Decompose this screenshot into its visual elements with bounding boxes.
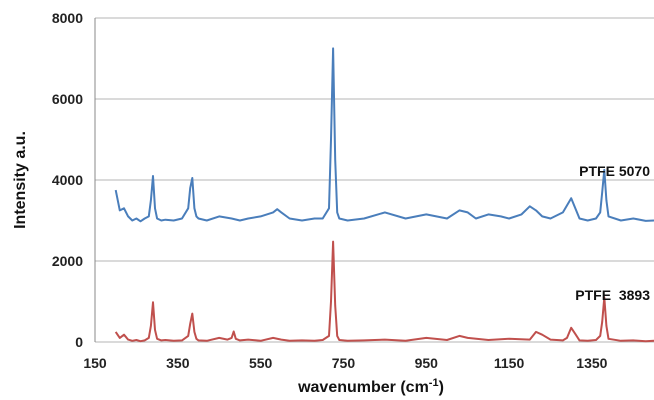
x-tick-label: 1150 — [494, 355, 525, 371]
y-tick-label: 8000 — [52, 10, 83, 26]
gridlines — [95, 17, 654, 343]
series-label-0: PTFE 5070 — [579, 163, 650, 179]
y-tick-label: 2000 — [52, 253, 83, 269]
y-tick-labels: 0 2000 4000 6000 8000 — [52, 10, 83, 350]
series-label-1: PTFE 3893 — [575, 287, 650, 303]
x-tick-label: 950 — [415, 355, 439, 371]
x-tick-label: 350 — [166, 355, 190, 371]
series-line-0 — [114, 47, 654, 223]
y-tick-label: 6000 — [52, 91, 83, 107]
y-tick-label: 0 — [75, 334, 83, 350]
x-tick-labels: 150 350 550 750 950 1150 1350 — [83, 355, 607, 371]
series-line-1 — [114, 240, 654, 343]
y-tick-label: 4000 — [52, 172, 83, 188]
y-axis-title: Intensity a.u. — [12, 131, 29, 229]
x-tick-label: 750 — [332, 355, 356, 371]
x-axis-title: wavenumber (cm-1) — [297, 377, 444, 396]
x-tick-label: 150 — [83, 355, 107, 371]
x-tick-label: 550 — [249, 355, 273, 371]
x-tick-label: 1350 — [576, 355, 607, 371]
series-labels: PTFE 5070 PTFE 3893 — [575, 163, 650, 303]
series-lines — [114, 47, 654, 343]
